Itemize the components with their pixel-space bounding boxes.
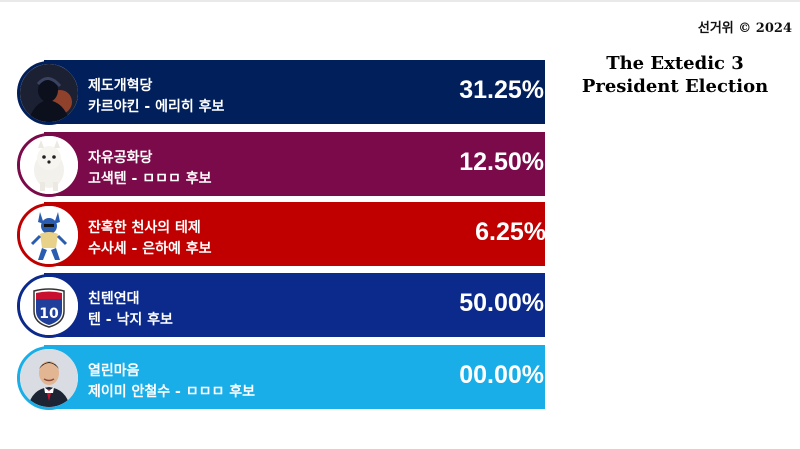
candidate-name: 고색텐 - ㅁㅁㅁ 후보: [88, 171, 212, 187]
result-row: 제도개혁당 카르야킨 - 에리히 후보 31.25%: [0, 60, 560, 125]
candidate-name: 제이미 안철수 - ㅁㅁㅁ 후보: [88, 384, 255, 400]
result-bar: [44, 345, 545, 409]
candidate-name: 텐 - 낙지 후보: [88, 312, 173, 328]
party-name: 잔혹한 천사의 테제: [88, 220, 201, 236]
dark-figure-portrait-icon: [17, 61, 81, 125]
party-name: 친텐연대: [88, 291, 140, 307]
interstate-10-shield-icon: 10: [17, 274, 81, 338]
chart-title-line-1: The Extedic 3: [606, 53, 744, 74]
copyright-label: 선거위 © 2024: [697, 21, 792, 36]
percent-label: 50.00%: [459, 289, 544, 317]
result-bar: [44, 132, 545, 196]
svg-text:10: 10: [39, 306, 59, 322]
party-name: 제도개혁당: [88, 78, 153, 94]
chart-title-line-2: President Election: [581, 76, 769, 97]
result-row: 10 친텐연대 텐 - 낙지 후보 50.00%: [0, 273, 560, 338]
result-bar: [44, 60, 545, 124]
blue-creature-portrait-icon: [17, 203, 81, 267]
percent-label: 6.25%: [475, 218, 546, 246]
chart-title: The Extedic 3 President Election: [580, 52, 770, 98]
result-bar: [44, 273, 545, 337]
top-divider: [0, 0, 800, 2]
man-in-suit-portrait-icon: [17, 346, 81, 410]
percent-label: 31.25%: [459, 76, 544, 104]
result-bar: [44, 202, 545, 266]
white-puppy-portrait-icon: [17, 133, 81, 197]
result-row: 자유공화당 고색텐 - ㅁㅁㅁ 후보 12.50%: [0, 132, 560, 197]
party-name: 열린마음: [88, 363, 140, 379]
percent-label: 00.00%: [459, 361, 544, 389]
candidate-name: 카르야킨 - 에리히 후보: [88, 99, 225, 115]
result-row: 열린마음 제이미 안철수 - ㅁㅁㅁ 후보 00.00%: [0, 345, 560, 410]
percent-label: 12.50%: [459, 148, 544, 176]
party-name: 자유공화당: [88, 150, 153, 166]
result-row: 잔혹한 천사의 테제 수사세 - 은하예 후보 6.25%: [0, 202, 560, 267]
candidate-name: 수사세 - 은하예 후보: [88, 241, 212, 257]
